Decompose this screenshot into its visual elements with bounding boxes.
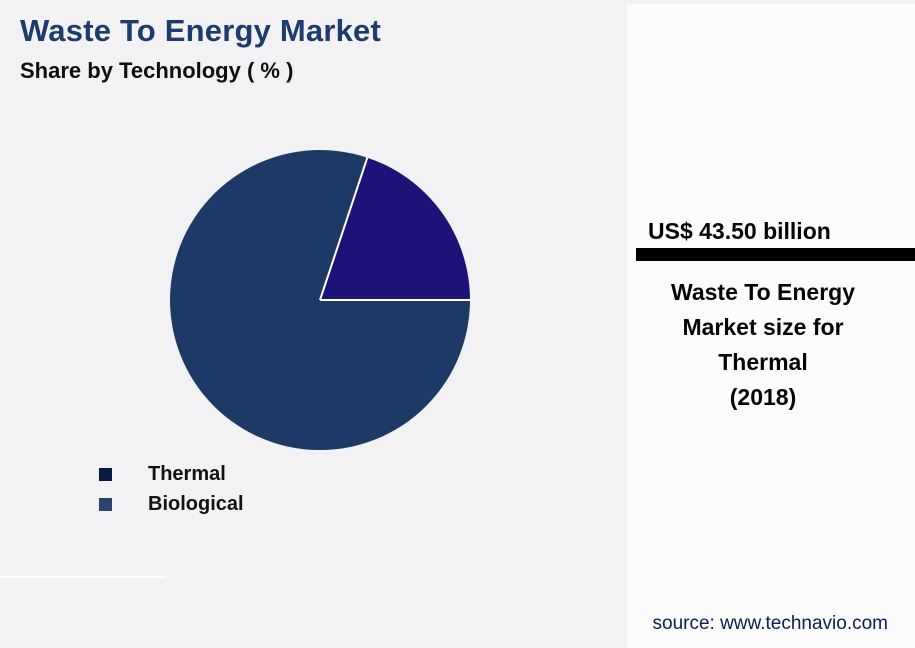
biological-swatch-icon (99, 498, 112, 511)
legend-label-biological: Biological (148, 493, 244, 515)
stat-label-line2: Market size for (682, 314, 844, 340)
page-subtitle: Share by Technology ( % ) (20, 58, 294, 83)
bottom-left-divider (0, 576, 166, 578)
pie-chart (170, 150, 471, 451)
stat-label-line4: (2018) (729, 384, 797, 410)
legend-item-biological: Biological (99, 492, 244, 517)
stat-value: US$ 43.50 billion (648, 218, 831, 244)
stat-divider-bar (636, 248, 915, 261)
chart-legend: Thermal Biological (99, 462, 244, 522)
stat-label-line1: Waste To Energy (670, 279, 856, 305)
legend-item-thermal: Thermal (99, 462, 244, 487)
stat-panel: US$ 43.50 billion Waste To Energy Market… (627, 4, 915, 648)
legend-label-thermal: Thermal (148, 463, 226, 485)
source-attribution: source: www.technavio.com (652, 613, 889, 634)
stat-label-line3: Thermal (718, 349, 808, 375)
thermal-swatch-icon (99, 468, 112, 481)
stat-label: Waste To Energy Market size for Thermal … (627, 275, 899, 415)
page-title: Waste To Energy Market (20, 13, 381, 48)
slice-separator-radial (319, 157, 369, 301)
pie-slice-biological (320, 157, 470, 300)
